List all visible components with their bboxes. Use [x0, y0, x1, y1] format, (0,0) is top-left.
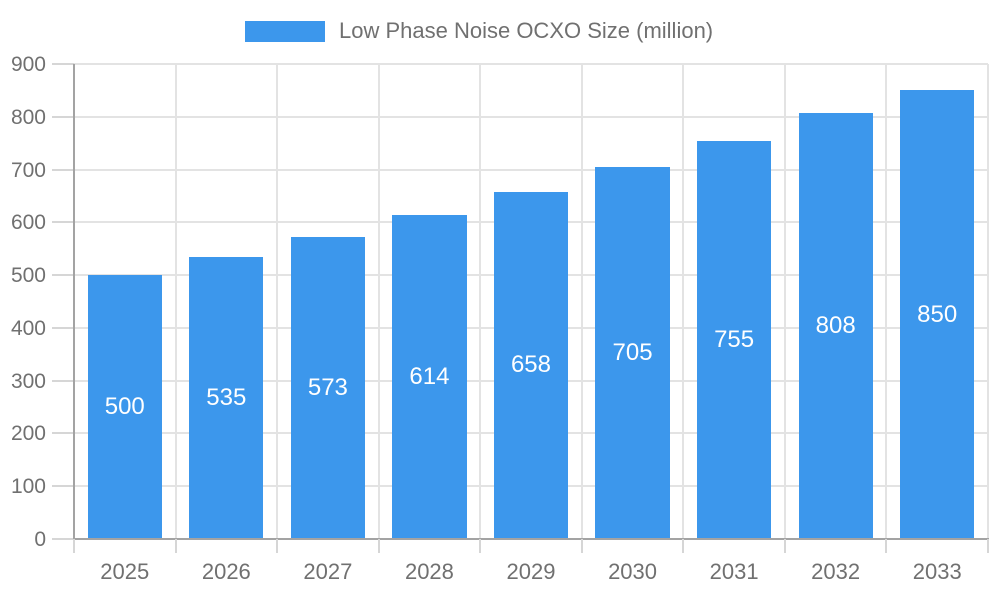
bar	[697, 140, 772, 539]
bar-value-label: 573	[307, 373, 348, 401]
bar-value-label: 535	[206, 383, 247, 411]
x-gridline	[580, 64, 583, 539]
y-tick	[52, 221, 74, 224]
bar-value-label: 614	[409, 362, 450, 390]
y-tick	[52, 379, 74, 382]
y-tick	[52, 168, 74, 171]
y-axis-label: 500	[10, 264, 46, 288]
y-axis-line	[73, 64, 75, 549]
x-axis-label: 2029	[506, 559, 556, 584]
bar	[493, 191, 569, 539]
y-tick	[52, 432, 74, 435]
y-tick	[52, 326, 74, 329]
x-axis-label: 2027	[303, 559, 353, 584]
x-axis-label: 2033	[912, 559, 962, 584]
x-axis-label: 2031	[709, 559, 759, 584]
y-tick	[52, 115, 74, 118]
y-axis-label: 200	[10, 422, 46, 446]
x-gridline	[987, 64, 989, 539]
x-axis-label: 2026	[201, 559, 251, 584]
x-tick	[987, 539, 989, 553]
x-axis-label: 2030	[608, 559, 658, 584]
legend: Low Phase Noise OCXO Size (million)	[245, 20, 713, 42]
x-gridline	[276, 64, 279, 539]
y-tick	[52, 274, 74, 277]
y-gridline	[74, 63, 988, 65]
legend-swatch	[245, 20, 325, 42]
x-tick	[885, 539, 888, 553]
bar-value-label: 808	[815, 311, 856, 339]
bar-value-label: 755	[714, 325, 755, 353]
x-axis-line	[73, 538, 989, 540]
x-tick	[783, 539, 786, 553]
y-axis-label: 0	[34, 528, 46, 551]
bar	[87, 275, 162, 539]
bar	[595, 166, 670, 539]
x-gridline	[479, 64, 482, 539]
x-gridline	[885, 64, 888, 539]
x-tick	[73, 539, 75, 553]
legend-label: Low Phase Noise OCXO Size (million)	[339, 18, 714, 43]
y-axis-label: 100	[10, 475, 46, 499]
y-tick	[52, 485, 74, 488]
x-tick	[276, 539, 279, 553]
x-gridline	[174, 64, 177, 539]
bar-value-label: 658	[510, 351, 551, 379]
bar-value-label: 850	[917, 300, 958, 328]
y-axis-label: 400	[10, 316, 46, 340]
y-gridline	[74, 168, 988, 171]
bar	[900, 90, 975, 539]
x-gridline	[377, 64, 380, 539]
x-tick	[377, 539, 380, 553]
y-gridline	[74, 115, 988, 118]
x-tick	[580, 539, 583, 553]
x-axis-label: 2028	[404, 559, 454, 584]
y-axis-label: 300	[10, 369, 46, 393]
x-axis-label: 2032	[811, 559, 861, 584]
bar	[392, 214, 467, 539]
x-gridline	[783, 64, 786, 539]
x-axis-label: 2025	[100, 559, 150, 584]
y-axis-label: 600	[10, 211, 46, 235]
bar	[189, 256, 264, 539]
y-tick	[52, 63, 74, 65]
bar	[290, 236, 365, 539]
bar-value-label: 500	[104, 393, 145, 421]
y-axis-label: 800	[10, 105, 46, 129]
bar-value-label: 705	[612, 338, 653, 366]
y-axis-label: 700	[10, 158, 46, 182]
bar	[798, 112, 873, 539]
x-tick	[682, 539, 685, 553]
x-gridline	[682, 64, 685, 539]
y-tick	[52, 538, 74, 540]
y-axis-label: 900	[10, 53, 46, 76]
x-tick	[174, 539, 177, 553]
x-tick	[479, 539, 482, 553]
